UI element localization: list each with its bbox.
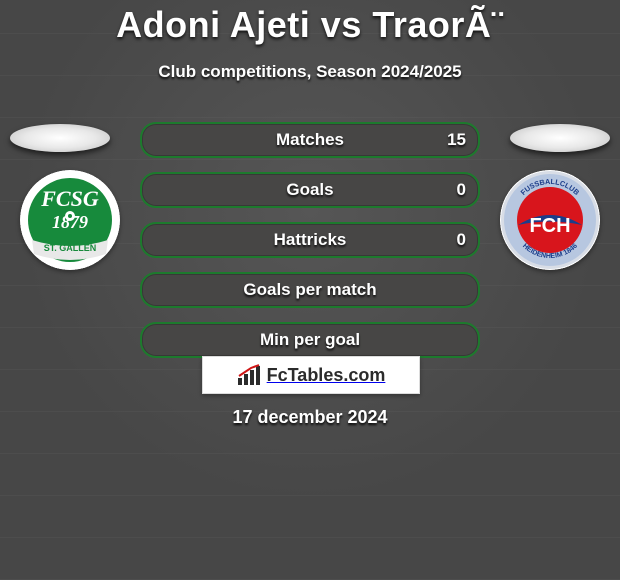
club-badge-left: FCSG 1879 ST. GALLEN <box>20 170 120 270</box>
stat-row-matches: Matches 15 <box>140 122 480 158</box>
stat-row-min-per-goal: Min per goal <box>140 322 480 358</box>
stat-label: Goals <box>286 180 333 200</box>
badge-left-text-top: FCSG <box>40 186 99 211</box>
stat-row-goals-per-match: Goals per match <box>140 272 480 308</box>
player-left-oval <box>10 124 110 152</box>
date-label: 17 december 2024 <box>0 407 620 428</box>
comparison-card: Adoni Ajeti vs TraorÃ¨ Club competitions… <box>0 0 620 580</box>
page-subtitle: Club competitions, Season 2024/2025 <box>0 62 620 82</box>
brand-link[interactable]: FcTables.com <box>202 356 420 394</box>
badge-right-inner-text: FCH <box>529 215 570 237</box>
stat-label: Hattricks <box>274 230 347 250</box>
stat-label: Goals per match <box>243 280 376 300</box>
page-title: Adoni Ajeti vs TraorÃ¨ <box>0 4 620 46</box>
badge-left-ribbon-text: ST. GALLEN <box>44 243 97 253</box>
stats-rows: Matches 15 Goals 0 Hattricks 0 Goals per… <box>140 122 480 358</box>
club-badge-right: FCH FUSSBALLCLUB HEIDENHEIM 1846 <box>500 170 600 270</box>
stat-label: Min per goal <box>260 330 360 350</box>
stat-right-value: 0 <box>457 174 466 206</box>
player-right-oval <box>510 124 610 152</box>
stat-row-hattricks: Hattricks 0 <box>140 222 480 258</box>
stat-label: Matches <box>276 130 344 150</box>
stat-right-value: 15 <box>447 124 466 156</box>
stat-row-goals: Goals 0 <box>140 172 480 208</box>
brand-text: FcTables.com <box>267 365 386 386</box>
stat-right-value: 0 <box>457 224 466 256</box>
bar-chart-icon <box>237 364 263 386</box>
